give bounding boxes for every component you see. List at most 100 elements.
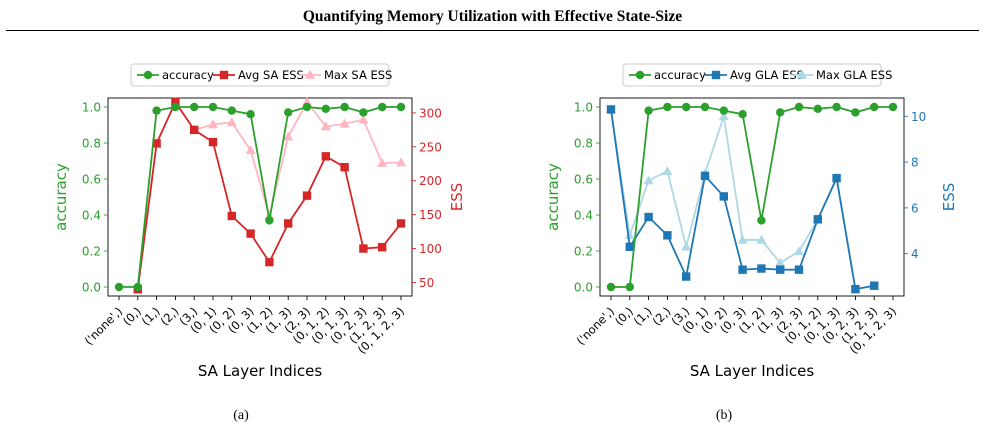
y-left-tick-label: 0.6 [82, 173, 101, 187]
x-tick-label: ('none',) [82, 304, 126, 348]
data-point [302, 191, 312, 200]
y-right-tick-label: 4 [911, 247, 919, 261]
data-point [358, 114, 369, 124]
data-point [302, 102, 312, 112]
series-avg-gla-ess [606, 105, 879, 294]
y-right-tick-label: 200 [419, 174, 442, 188]
data-point [190, 102, 199, 112]
chart-panel-a: 0.0 0.2 0.4 0.6 0.8 1.0 50 100 150 200 250 300 ('non… [0, 58, 490, 428]
data-point [396, 157, 406, 167]
data-point [663, 102, 672, 112]
y-left-tick-label: 0.8 [82, 137, 101, 151]
data-point [851, 284, 860, 294]
caption-a: (a) [233, 408, 249, 423]
data-point [227, 211, 236, 221]
legend-box [622, 63, 882, 87]
data-point [738, 110, 747, 119]
data-point [794, 246, 804, 256]
data-point [756, 234, 767, 244]
data-point [265, 216, 274, 225]
page-title: Quantifying Memory Utilization with Effe… [302, 8, 683, 25]
series-line [119, 106, 401, 288]
y-left-tick-label: 0.2 [82, 245, 101, 259]
data-point [152, 139, 161, 148]
data-point [246, 110, 255, 119]
y-right-tick-label: 300 [419, 106, 442, 120]
data-point [888, 102, 898, 112]
data-point [359, 108, 368, 117]
data-point [340, 102, 349, 112]
data-point [624, 230, 635, 240]
y-right-tick-label: 250 [419, 140, 442, 154]
data-point [643, 175, 654, 185]
data-point [396, 102, 406, 112]
y-left-tick-label: 0.0 [82, 281, 101, 295]
legend-marker [635, 70, 645, 80]
data-point [246, 229, 255, 238]
data-point [208, 102, 218, 112]
chart-a: 0.0 0.2 0.4 0.6 0.8 1.0 50 100 150 200 250 300 ('non… [52, 63, 466, 380]
series-line [610, 109, 875, 291]
legend-label: accuracy [654, 68, 706, 82]
data-point [776, 265, 785, 274]
data-point [662, 166, 673, 176]
data-point [718, 111, 729, 121]
y-left-tick-label: 1.0 [574, 101, 593, 115]
data-point [114, 282, 124, 292]
y-right-axis-label: ESS [940, 183, 958, 212]
data-point [321, 104, 330, 113]
y-right-tick-label: 150 [419, 208, 442, 222]
x-axis-label: SA Layer Indices [198, 362, 323, 380]
y-right-axis-label: ESS [448, 183, 466, 212]
data-point [378, 242, 387, 252]
data-point [378, 102, 387, 112]
data-point [682, 102, 691, 112]
data-point [283, 131, 294, 141]
data-point [775, 257, 786, 267]
data-point [700, 102, 710, 112]
legend-box [130, 63, 390, 87]
y-left-tick-label: 0.8 [574, 137, 593, 151]
legend-marker [219, 70, 229, 80]
data-point [171, 102, 180, 112]
data-point [171, 97, 180, 107]
data-point [190, 125, 199, 135]
data-point [776, 108, 785, 117]
data-point [870, 281, 879, 290]
data-point [265, 257, 274, 267]
y-right-tick-label: 8 [911, 156, 919, 170]
y-left-tick-label: 0.0 [574, 281, 593, 295]
plot-frame [599, 97, 905, 297]
data-point [226, 117, 237, 127]
data-point [644, 106, 653, 115]
series-accuracy [606, 102, 898, 292]
series-line [611, 106, 893, 288]
data-point [644, 212, 653, 222]
data-point [700, 171, 710, 181]
series-accuracy [114, 102, 406, 292]
data-point [152, 106, 161, 115]
title-divider [6, 30, 979, 31]
data-point [681, 241, 692, 251]
y-left-tick-label: 0.2 [574, 245, 593, 259]
legend-marker [797, 69, 807, 79]
legend-label: accuracy [162, 68, 214, 82]
series-avg-sa-ess [133, 97, 406, 294]
data-point [870, 102, 879, 112]
data-point [359, 244, 368, 253]
data-point [606, 105, 616, 114]
data-point [757, 264, 766, 273]
data-point [682, 272, 691, 281]
data-point [832, 173, 841, 183]
data-point [302, 96, 312, 106]
data-point [757, 216, 766, 225]
data-point [719, 192, 728, 201]
legend-label: Avg SA ESS [238, 68, 304, 82]
y-right-tick-label: 50 [419, 276, 434, 290]
legend-label: Max SA ESS [324, 68, 392, 82]
y-left-tick-label: 0.4 [82, 209, 101, 223]
data-point [625, 282, 634, 292]
legend: accuracy Avg GLA ESS Max GLA ESS [622, 63, 892, 87]
data-point [813, 104, 822, 113]
data-point [284, 219, 293, 228]
